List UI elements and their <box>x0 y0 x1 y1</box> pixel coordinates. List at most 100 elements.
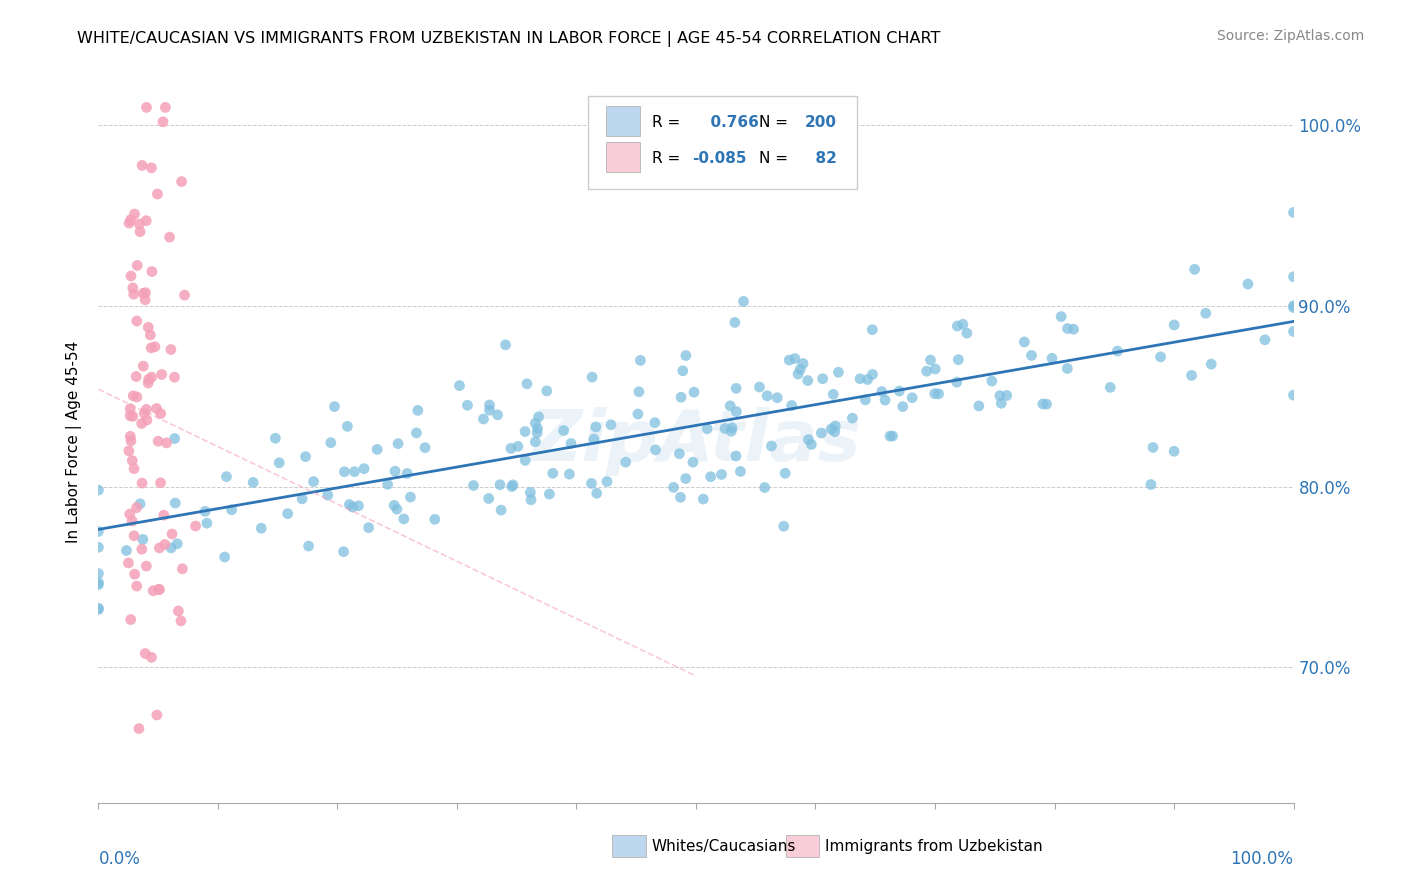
Point <box>792 357 814 371</box>
Point <box>152 508 174 523</box>
Point <box>121 453 143 467</box>
Point <box>988 389 1011 403</box>
Point <box>377 477 399 491</box>
Point <box>915 364 938 378</box>
Point <box>875 393 897 408</box>
Point <box>319 435 342 450</box>
Point <box>135 413 157 427</box>
Point <box>1181 368 1204 383</box>
Point <box>170 175 193 189</box>
Point <box>644 416 666 430</box>
Point <box>194 504 217 518</box>
Text: 82: 82 <box>804 151 837 166</box>
Point <box>1195 306 1218 320</box>
Point <box>761 439 783 453</box>
Point <box>141 161 163 175</box>
Point <box>392 512 415 526</box>
Point <box>924 386 946 401</box>
Point <box>849 372 872 386</box>
Point <box>501 479 523 493</box>
Point <box>820 422 842 436</box>
Point <box>353 461 375 475</box>
Point <box>553 424 575 438</box>
Point <box>860 323 883 337</box>
Point <box>536 384 558 398</box>
Point <box>122 389 145 403</box>
Point <box>495 338 517 352</box>
Point <box>1142 441 1164 455</box>
Point <box>405 425 427 440</box>
Point <box>221 502 243 516</box>
Point <box>382 499 405 513</box>
Point <box>506 439 529 453</box>
Point <box>541 467 564 481</box>
Point <box>946 318 969 333</box>
Point <box>797 374 820 388</box>
Point <box>627 384 650 399</box>
Point <box>124 567 146 582</box>
Point <box>269 456 291 470</box>
Point <box>118 443 141 458</box>
FancyBboxPatch shape <box>589 96 858 189</box>
Point <box>952 318 974 332</box>
Point <box>928 387 950 401</box>
Point <box>87 541 110 555</box>
Point <box>184 519 207 533</box>
Point <box>841 411 863 425</box>
Point <box>357 520 380 534</box>
Point <box>780 399 803 413</box>
Point <box>682 455 704 469</box>
Point <box>297 539 319 553</box>
Point <box>756 389 779 403</box>
Point <box>967 399 990 413</box>
Point <box>1184 262 1206 277</box>
Point <box>1063 322 1085 336</box>
Point <box>384 464 406 478</box>
Point <box>718 399 741 413</box>
Point <box>710 467 733 482</box>
Text: Source: ZipAtlas.com: Source: ZipAtlas.com <box>1216 29 1364 43</box>
Point <box>128 722 150 736</box>
Point <box>948 352 970 367</box>
Point <box>336 419 359 434</box>
Point <box>145 401 167 416</box>
Point <box>720 424 742 438</box>
Point <box>526 421 548 435</box>
Point <box>291 491 314 506</box>
Point <box>683 385 706 400</box>
Point <box>1282 269 1305 284</box>
Point <box>120 409 142 423</box>
Point <box>824 419 846 434</box>
Point <box>131 476 153 491</box>
Point <box>118 507 141 521</box>
Point <box>827 365 849 379</box>
Point <box>125 579 148 593</box>
Point <box>515 453 537 467</box>
Point <box>118 216 141 230</box>
Point <box>1032 397 1054 411</box>
Point <box>675 349 697 363</box>
Text: 0.0%: 0.0% <box>98 850 141 868</box>
Point <box>1140 477 1163 491</box>
Point <box>513 425 536 439</box>
Text: N =: N = <box>759 115 789 129</box>
Point <box>456 398 478 412</box>
Point <box>558 467 581 482</box>
Point <box>337 498 360 512</box>
Point <box>699 469 721 483</box>
Point <box>142 583 165 598</box>
Point <box>135 213 157 227</box>
Point <box>889 384 911 398</box>
Point <box>121 409 143 424</box>
Point <box>995 388 1018 402</box>
Point <box>538 487 561 501</box>
Point <box>724 315 747 329</box>
Point <box>152 115 174 129</box>
Point <box>714 421 737 435</box>
Point <box>1199 357 1222 371</box>
Point <box>323 400 346 414</box>
Point <box>87 601 110 615</box>
Point <box>120 613 142 627</box>
Point <box>499 442 522 456</box>
Point <box>166 537 188 551</box>
